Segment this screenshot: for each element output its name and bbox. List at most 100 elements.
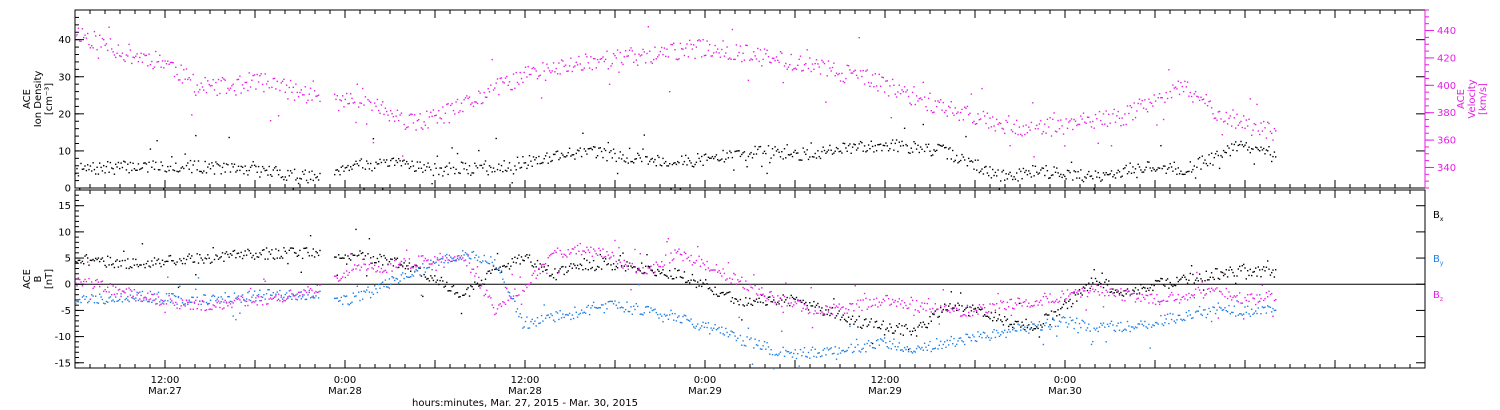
Bx-point — [993, 316, 995, 319]
Bz-point — [467, 254, 469, 256]
Bz-point — [247, 304, 249, 307]
density-point — [1009, 171, 1011, 174]
Bx-point — [253, 258, 256, 260]
velocity-point — [938, 101, 940, 103]
velocity-point — [1188, 95, 1190, 97]
Bx-point — [1149, 287, 1151, 289]
density-point — [295, 179, 297, 181]
Bz-point — [970, 306, 973, 309]
velocity-point — [937, 100, 939, 102]
density-point — [199, 170, 201, 173]
density-point — [207, 166, 209, 168]
density-point — [1074, 171, 1077, 173]
Bx-point — [647, 265, 649, 267]
density-point — [299, 177, 301, 180]
velocity-point — [941, 109, 943, 111]
By-point — [217, 296, 220, 299]
velocity-point — [1209, 100, 1211, 102]
density-point — [272, 169, 274, 171]
Bz-point — [1076, 291, 1078, 294]
velocity-point — [797, 64, 799, 66]
By-point — [1072, 319, 1074, 321]
Bx-point — [378, 260, 380, 263]
Bx-point — [687, 280, 690, 282]
By-point — [981, 337, 983, 339]
velocity-point — [972, 122, 974, 124]
Bx-point — [681, 276, 683, 279]
Bx-point — [1084, 287, 1086, 289]
By-point — [1240, 313, 1242, 315]
By-point — [1247, 305, 1249, 307]
density-point — [729, 150, 731, 152]
By-point — [1146, 327, 1149, 329]
Bx-point — [456, 292, 459, 294]
Bx-point — [105, 266, 108, 268]
Bz-point — [1184, 298, 1186, 300]
velocity-point — [415, 129, 417, 131]
By-point — [105, 300, 108, 303]
Bz-point — [759, 293, 762, 296]
Bx-point — [855, 319, 858, 321]
velocity-point — [817, 63, 819, 65]
Bx-point — [1259, 269, 1261, 271]
density-point — [718, 160, 720, 162]
density-point — [703, 154, 706, 156]
Bz-point — [1016, 304, 1018, 306]
velocity-point — [208, 83, 210, 86]
By-point — [443, 262, 445, 264]
Bx-point — [499, 266, 501, 268]
Bx-point — [738, 304, 740, 306]
velocity-point — [819, 73, 822, 75]
density-point — [634, 158, 636, 160]
Bx-point — [108, 264, 110, 266]
velocity-point — [814, 62, 816, 65]
density-point — [526, 167, 528, 170]
By-point — [867, 340, 870, 342]
Bz-point — [1005, 308, 1007, 311]
density-point — [865, 151, 867, 153]
density-point — [1005, 173, 1007, 175]
Bx-point — [1106, 284, 1109, 286]
Bx-point — [249, 252, 252, 254]
density-point — [835, 146, 838, 149]
velocity-point — [727, 58, 730, 60]
density-point — [622, 154, 624, 156]
Bz-point — [751, 287, 754, 289]
Bz-point — [1185, 294, 1187, 296]
velocity-point — [101, 37, 104, 40]
Bz-point — [1085, 309, 1087, 311]
Bz-point — [674, 249, 676, 251]
velocity-point — [1226, 123, 1229, 125]
By-point — [1158, 301, 1161, 303]
Bx-point — [205, 258, 208, 260]
y-tick-label: 5 — [65, 254, 71, 265]
density-point — [1050, 174, 1053, 177]
panel-frame — [74, 189, 1426, 369]
Bz-point — [120, 295, 122, 298]
Bx-point — [988, 316, 990, 318]
density-point — [596, 155, 599, 157]
Bx-point — [693, 279, 695, 281]
Bz-point — [293, 295, 296, 297]
Bx-point — [1030, 327, 1033, 329]
velocity-point — [1114, 121, 1117, 123]
velocity-point — [1156, 124, 1158, 126]
Bx-point — [506, 265, 508, 268]
velocity-point — [1198, 99, 1201, 102]
Bz-point — [1263, 299, 1265, 302]
Bz-point — [259, 300, 261, 302]
density-point — [511, 182, 513, 184]
density-point — [251, 164, 253, 167]
By-point — [988, 336, 990, 339]
velocity-point — [984, 115, 986, 117]
By-point — [594, 306, 596, 309]
Bz-point — [631, 262, 633, 265]
velocity-point — [1275, 130, 1277, 132]
velocity-point — [532, 66, 535, 69]
By-point — [87, 301, 89, 304]
velocity-point — [378, 109, 380, 112]
By-point — [774, 354, 776, 356]
Bz-point — [809, 311, 811, 314]
By-point — [479, 261, 481, 263]
Bx-point — [942, 308, 944, 311]
